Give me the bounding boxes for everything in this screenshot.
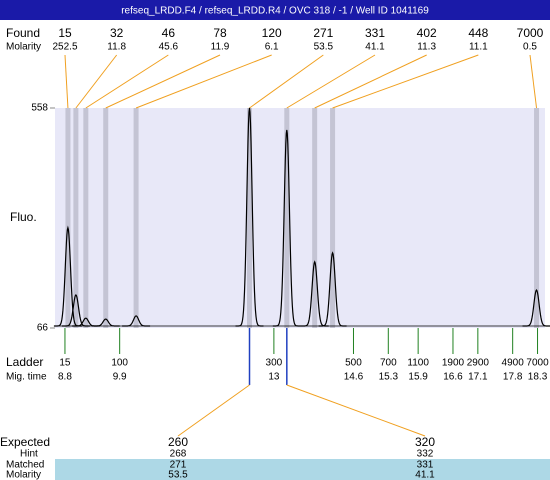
found-connector xyxy=(64,54,69,109)
found-size: 402 xyxy=(417,26,437,40)
y-tick-label: 558 xyxy=(31,103,48,114)
ladder-size: 300 xyxy=(266,358,283,369)
found-connector xyxy=(286,54,376,109)
ladder-size: 4900 xyxy=(502,358,525,369)
found-molarity: 45.6 xyxy=(159,42,179,53)
found-size: 32 xyxy=(110,26,124,40)
found-size: 331 xyxy=(365,26,385,40)
ladder-label: Ladder xyxy=(6,355,43,369)
found-connector xyxy=(75,54,118,109)
found-connector xyxy=(332,54,479,109)
expected-molarity: 41.1 xyxy=(415,470,435,480)
ladder-time: 16.6 xyxy=(443,372,463,383)
found-molarity: 41.1 xyxy=(365,42,385,53)
found-label: Found xyxy=(6,26,40,40)
ladder-time: 17.1 xyxy=(468,372,488,383)
expected-size: 260 xyxy=(168,435,188,449)
expected-molarity-label: Molarity xyxy=(6,470,41,480)
molarity-label: Molarity xyxy=(6,42,41,53)
expected-connector xyxy=(177,384,250,437)
ladder-size: 15 xyxy=(59,358,71,369)
peak-band xyxy=(534,108,540,328)
found-molarity: 11.1 xyxy=(469,42,488,53)
title-bar xyxy=(0,0,550,20)
expected-size: 320 xyxy=(415,435,435,449)
expected-label: Expected xyxy=(0,435,50,449)
y-label: Fluo. xyxy=(10,210,37,224)
ladder-time: 15.9 xyxy=(408,372,428,383)
title: refseq_LRDD.F4 / refseq_LRDD.R4 / OVC 31… xyxy=(121,6,429,17)
ladder-size: 500 xyxy=(345,358,362,369)
found-molarity: 53.5 xyxy=(314,42,334,53)
found-molarity: 11.3 xyxy=(417,42,436,53)
found-size: 7000 xyxy=(517,26,544,40)
peak-band xyxy=(247,108,253,328)
ladder-size: 2900 xyxy=(467,358,490,369)
y-tick-label: 66 xyxy=(37,323,49,334)
time-label: Mig. time xyxy=(6,372,47,383)
ladder-time: 13 xyxy=(268,372,280,383)
expected-connector xyxy=(286,384,426,437)
found-connector xyxy=(135,54,272,109)
found-size: 46 xyxy=(162,26,176,40)
peak-band xyxy=(133,108,139,328)
found-connector xyxy=(529,54,538,109)
hint: 332 xyxy=(417,449,434,460)
ladder-time: 8.8 xyxy=(58,372,72,383)
peak-band xyxy=(83,108,89,328)
hint: 268 xyxy=(170,449,187,460)
found-size: 120 xyxy=(262,26,282,40)
ladder-size: 7000 xyxy=(526,358,549,369)
ladder-time: 15.3 xyxy=(379,372,399,383)
ladder-size: 100 xyxy=(111,358,128,369)
peak-band xyxy=(73,108,79,328)
matched: 271 xyxy=(170,460,187,471)
found-size: 448 xyxy=(468,26,488,40)
ladder-size: 700 xyxy=(380,358,397,369)
hint-label: Hint xyxy=(20,449,38,460)
peak-band xyxy=(284,108,290,328)
ladder-size: 1100 xyxy=(407,358,429,369)
ladder-time: 17.8 xyxy=(503,372,523,383)
peak-band xyxy=(330,108,336,328)
found-molarity: 252.5 xyxy=(52,42,77,53)
ladder-time: 18.3 xyxy=(528,372,548,383)
ladder-size: 1900 xyxy=(442,358,465,369)
matched: 331 xyxy=(417,460,434,471)
ladder-time: 14.6 xyxy=(344,372,364,383)
found-size: 15 xyxy=(58,26,72,40)
ladder-time: 9.9 xyxy=(113,372,127,383)
found-molarity: 11.8 xyxy=(107,42,126,53)
peak-band xyxy=(312,108,318,328)
matched-label: Matched xyxy=(6,460,44,471)
found-size: 78 xyxy=(213,26,227,40)
found-molarity: 0.5 xyxy=(523,42,537,53)
peak-band xyxy=(65,108,71,328)
found-connector xyxy=(85,54,169,109)
peak-band xyxy=(103,108,109,328)
plot-area xyxy=(55,108,545,328)
found-connector xyxy=(314,54,427,109)
expected-molarity: 53.5 xyxy=(168,470,188,480)
found-connector xyxy=(105,54,221,109)
found-size: 271 xyxy=(313,26,333,40)
found-molarity: 6.1 xyxy=(265,42,279,53)
matched-band xyxy=(55,459,550,480)
found-molarity: 11.9 xyxy=(211,42,230,53)
found-connector xyxy=(249,54,324,109)
